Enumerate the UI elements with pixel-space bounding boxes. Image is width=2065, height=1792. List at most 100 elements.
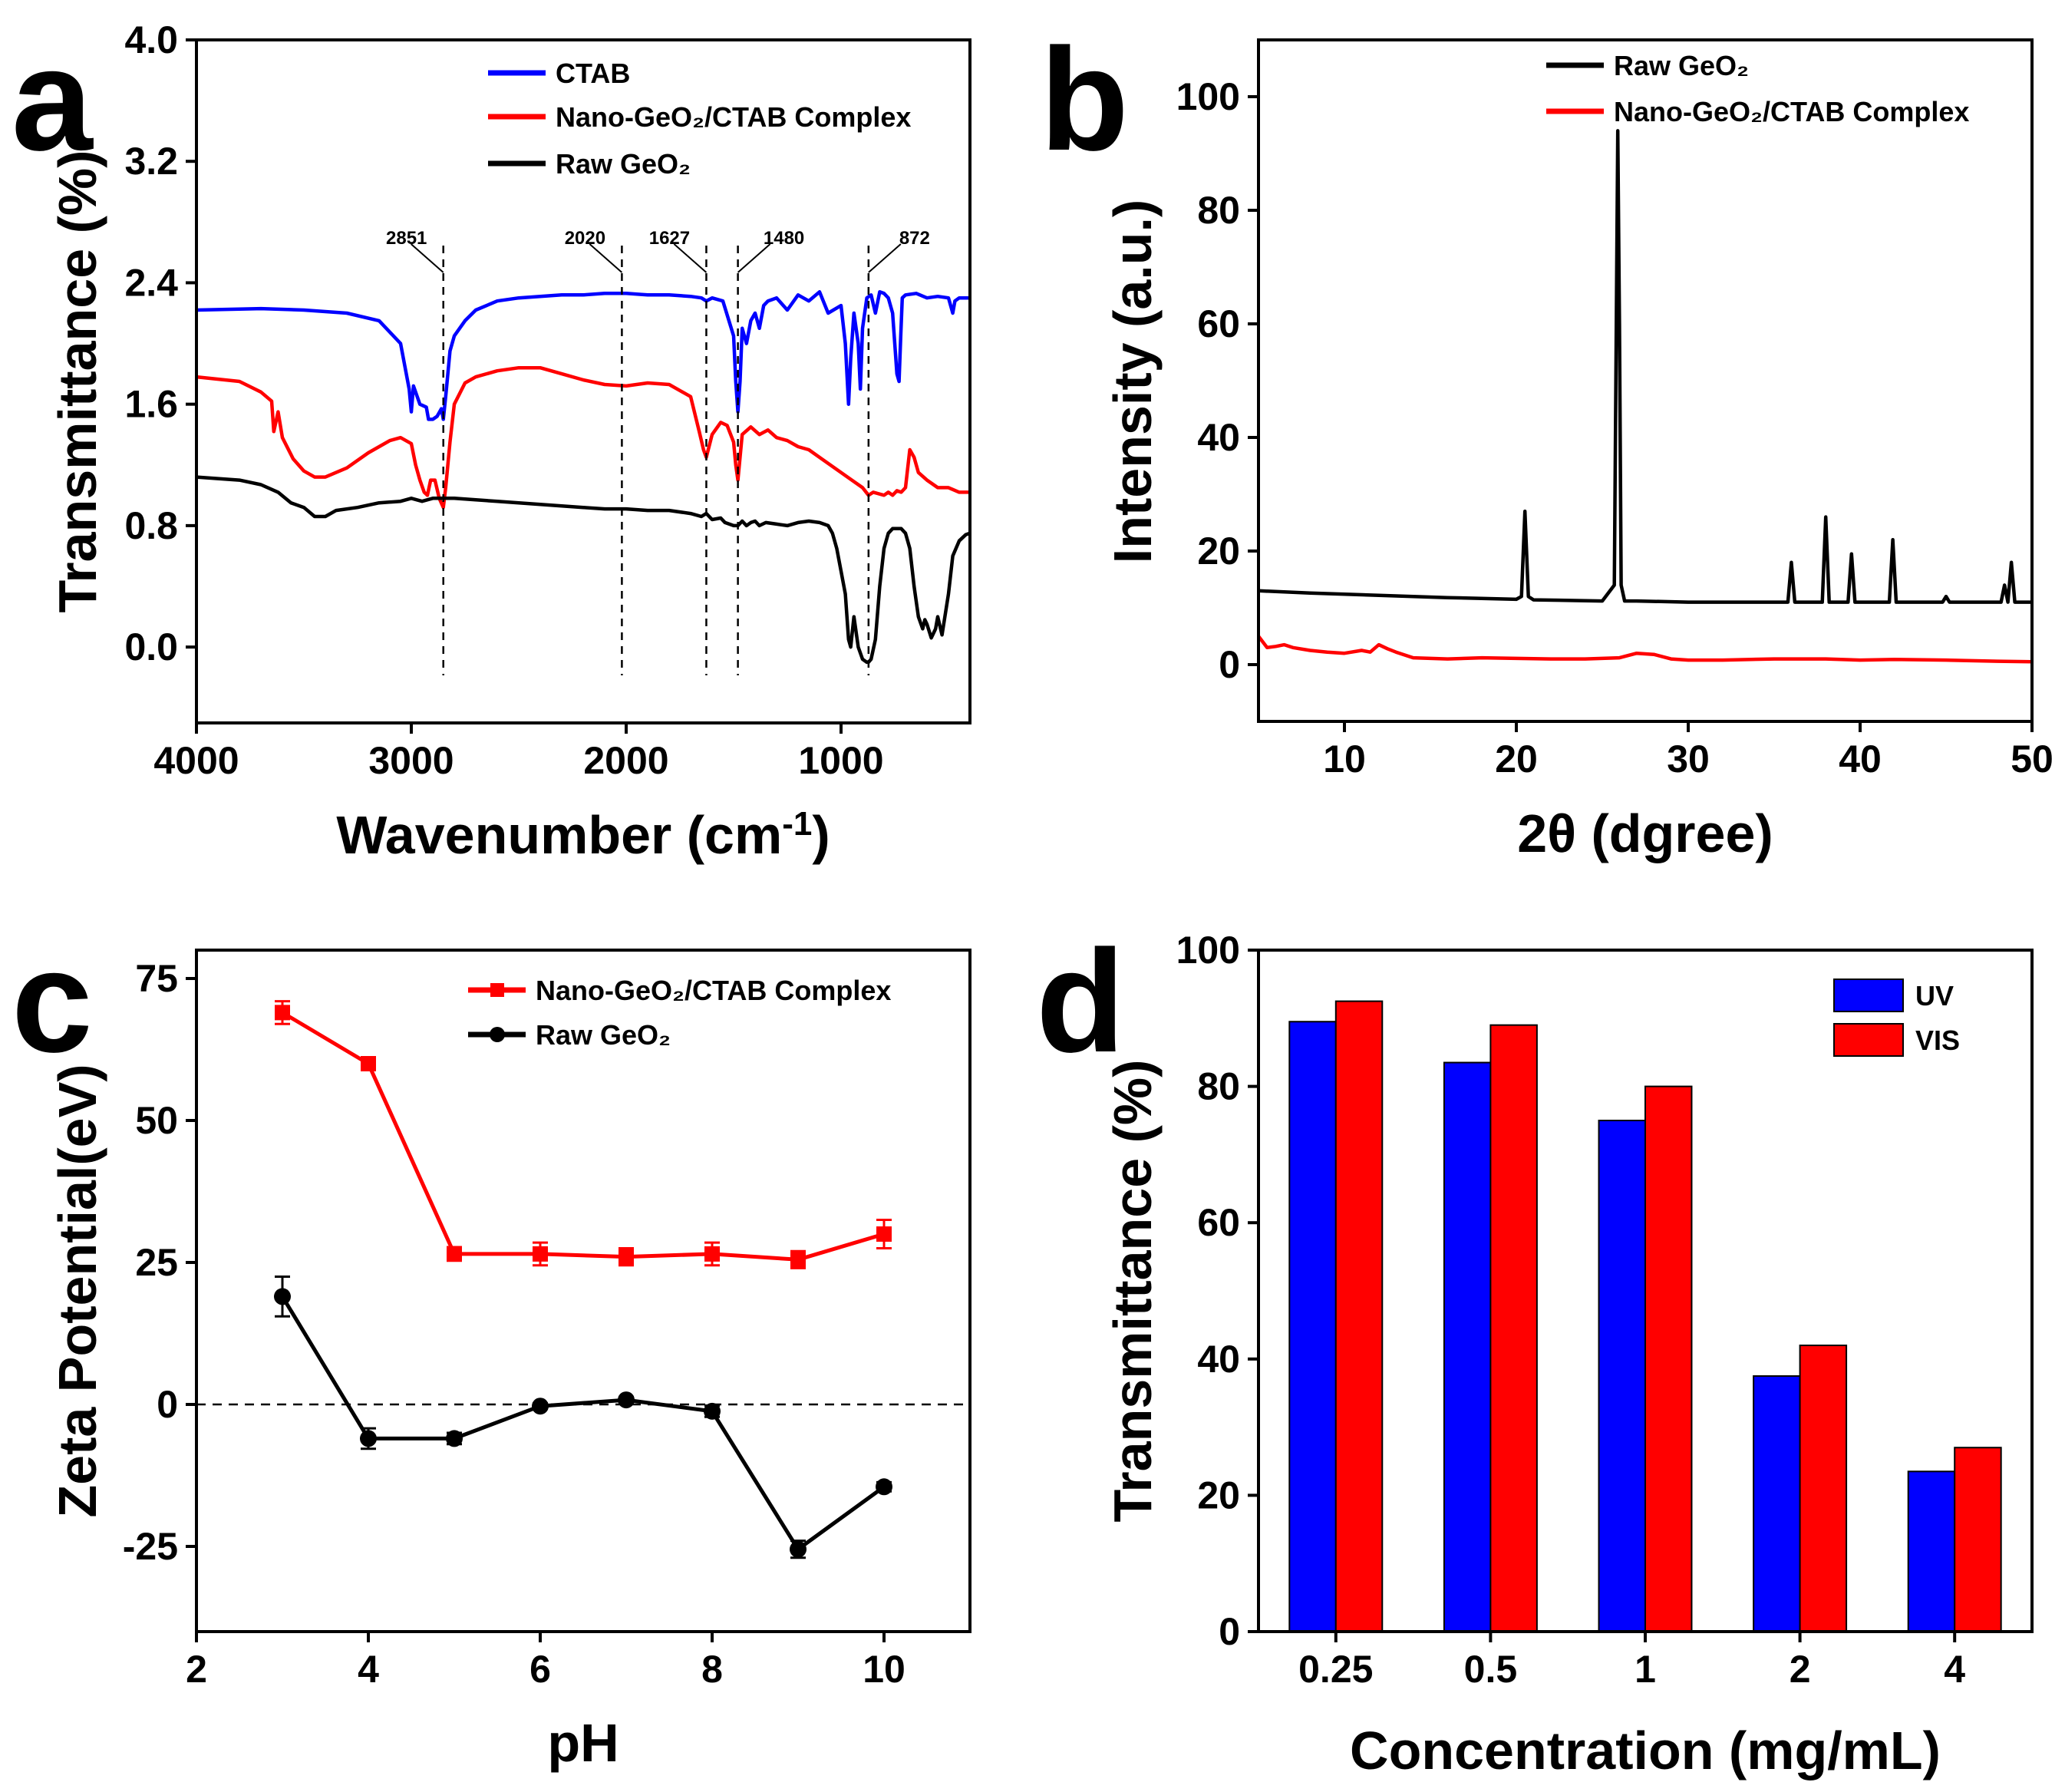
annotation-arrow: [411, 243, 444, 273]
series-line-0: [1258, 129, 2032, 604]
bar-uv: [1288, 1021, 1337, 1632]
y-tick-label: 20: [1197, 1474, 1240, 1516]
panel-a-ylabel: Transmittance (%): [48, 150, 107, 613]
data-point: [876, 1478, 892, 1496]
panel-b-legend: Raw GeO₂ Nano-GeO₂/CTAB Complex: [1546, 50, 1969, 127]
data-point: [704, 1402, 721, 1420]
y-tick-label: -25: [123, 1525, 178, 1568]
x-tick-label: 4000: [153, 739, 239, 782]
y-tick-label: 3.2: [124, 140, 178, 183]
legend-marker: [490, 1027, 505, 1042]
legend-label: UV: [1915, 980, 1954, 1012]
annotation-label: 872: [899, 228, 930, 249]
y-tick-label: 80: [1197, 189, 1240, 232]
series-line-0: [196, 290, 970, 421]
y-tick-label: 75: [135, 957, 178, 1000]
annotation-arrow: [589, 243, 623, 273]
legend-marker: [490, 983, 504, 997]
data-point: [447, 1246, 462, 1262]
panel-a-annotations: 2851 2020 1627 1480 872: [386, 228, 930, 675]
panel-b-ylabel: Intensity (a.u.): [1103, 200, 1163, 563]
panel-b-xlabel: 2θ (dgree): [1517, 804, 1773, 863]
y-tick-label: 100: [1176, 75, 1240, 118]
y-tick-label: 60: [1197, 1201, 1240, 1244]
y-tick-label: 100: [1176, 929, 1240, 972]
y-tick-label: 4.0: [124, 18, 178, 61]
panel-c-xlabel: pH: [547, 1713, 619, 1773]
data-point: [533, 1246, 548, 1262]
annotation-arrow: [868, 243, 902, 273]
legend-swatch: [1833, 979, 1904, 1012]
series-line-1: [196, 365, 970, 510]
x-tick-label: 2000: [583, 739, 668, 782]
panel-b-label: b: [1040, 18, 1129, 181]
data-point: [274, 1288, 291, 1305]
annotation-arrow: [737, 243, 771, 273]
x-tick-label: 10: [863, 1648, 905, 1691]
panel-b-curves: [1257, 129, 2033, 664]
panel-c-frame: [195, 949, 971, 1633]
bar-uv: [1443, 1061, 1492, 1632]
x-tick-label: 10: [1323, 738, 1366, 780]
x-tick-label: 4: [1944, 1648, 1965, 1691]
annotation-arrow: [673, 243, 708, 273]
annotation-label: 2851: [386, 228, 427, 249]
data-point: [790, 1540, 807, 1558]
series-line-0: [281, 1011, 885, 1262]
bar-uv: [1753, 1375, 1801, 1632]
panel-c-ylabel: Zeta Potential(eV): [48, 1064, 107, 1517]
x-tick-label: 8: [701, 1648, 723, 1691]
y-tick-label: 50: [135, 1099, 178, 1142]
legend-swatch: [1833, 1023, 1904, 1057]
panel-a-frame: [195, 38, 971, 724]
y-tick-label: 25: [135, 1241, 178, 1284]
panel-a-curves: [196, 290, 971, 665]
data-point: [876, 1226, 892, 1242]
data-point: [446, 1430, 463, 1447]
y-tick-label: 0: [1219, 643, 1240, 686]
data-point: [619, 1249, 634, 1265]
annotation-label: 1627: [649, 228, 690, 249]
panel-a-legend: CTAB Nano-GeO₂/CTAB Complex Raw GeO₂: [488, 58, 911, 180]
x-tick-label: 3000: [368, 739, 454, 782]
panel-d-xlabel: Concentration (mg/mL): [1350, 1721, 1941, 1780]
legend-label: Raw GeO₂: [536, 1019, 671, 1051]
x-tick-label: 0.5: [1464, 1648, 1518, 1691]
x-tick-label: 30: [1667, 738, 1710, 780]
bar-vis: [1489, 1024, 1538, 1633]
y-tick-label: 20: [1197, 530, 1240, 573]
panel-d-legend: UV VIS: [1833, 979, 1960, 1057]
bar-vis: [1644, 1085, 1693, 1632]
data-point: [704, 1246, 720, 1262]
legend-label: Nano-GeO₂/CTAB Complex: [1614, 96, 1969, 127]
bar-vis: [1954, 1447, 2002, 1632]
panel-a-xlabel: Wavenumber (cm-1): [336, 805, 830, 866]
bar-vis: [1334, 1000, 1384, 1632]
x-tick-label: 2: [186, 1648, 207, 1691]
y-tick-label: 40: [1197, 1338, 1240, 1381]
panel-d-ylabel: Transmittance (%): [1103, 1060, 1163, 1523]
y-tick-label: 0.8: [124, 504, 178, 547]
y-tick-label: 40: [1197, 416, 1240, 459]
bar-uv: [1907, 1470, 1956, 1632]
panel-d-bars: [1288, 1000, 2002, 1633]
legend-label: Nano-GeO₂/CTAB Complex: [536, 975, 891, 1006]
y-tick-label: 0.0: [124, 625, 178, 668]
legend-label: CTAB: [556, 58, 630, 89]
y-tick-label: 60: [1197, 302, 1240, 345]
x-tick-label: 6: [529, 1648, 551, 1691]
data-point: [532, 1398, 549, 1415]
panel-a-ticks: 4000 3000 2000 1000 0.0 0.8 1.6 2.4 3.2 4.0: [124, 18, 883, 782]
series-line-2: [196, 475, 971, 665]
panel-d-label: d: [1036, 920, 1125, 1083]
panel-b-frame: [1257, 38, 2034, 723]
data-point: [361, 1056, 376, 1071]
data-point: [275, 1005, 290, 1021]
y-tick-label: 0: [1219, 1610, 1240, 1653]
panel-c-ticks: 2 4 6 8 10 -25 0 25 50 75: [123, 957, 905, 1691]
data-point: [790, 1252, 806, 1268]
x-tick-label: 1: [1635, 1648, 1656, 1691]
x-tick-label: 1000: [798, 739, 883, 782]
bar-uv: [1598, 1120, 1647, 1632]
